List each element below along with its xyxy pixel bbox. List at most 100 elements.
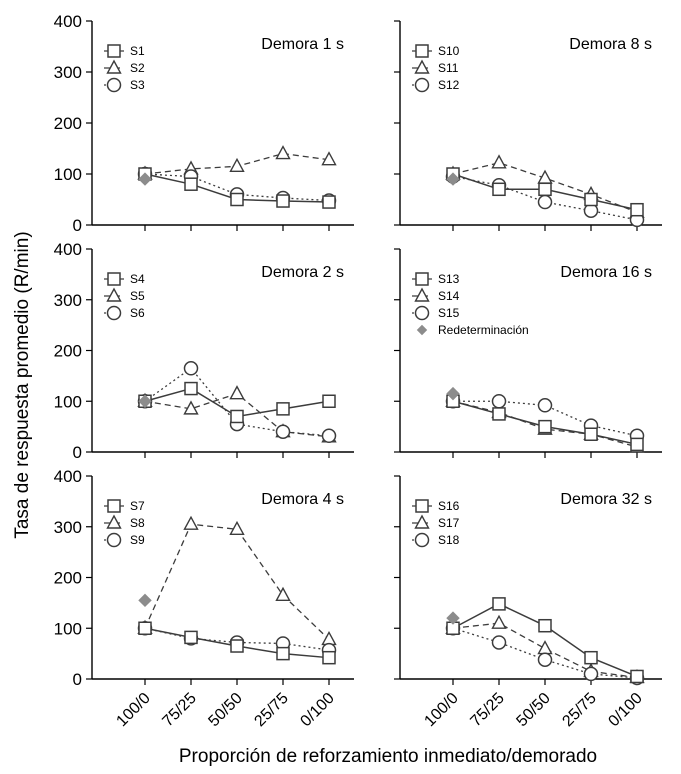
data-point-s10 (492, 182, 506, 197)
data-point-s4 (184, 381, 198, 396)
series-line-s14 (452, 400, 638, 448)
legend-marker (106, 305, 122, 321)
legend-label: S2 (130, 61, 145, 75)
data-point-s16 (584, 650, 598, 665)
legend-label: S15 (438, 306, 460, 320)
data-point-s4 (230, 409, 244, 424)
series-line-s9 (144, 627, 330, 651)
data-point-s7 (184, 630, 198, 645)
data-point-s15 (491, 394, 507, 409)
data-point-s12 (537, 194, 553, 210)
y-tick-label: 300 (54, 518, 82, 537)
legend-label: S7 (130, 499, 145, 513)
panel-4: Demora 16 s S13 S14 S15 Redeterminación (394, 248, 662, 458)
x-axis-title: Proporción de reforzamiento inmediato/de… (179, 746, 597, 767)
data-point-s1 (322, 195, 336, 209)
legend-marker (106, 287, 122, 302)
legend-label: S6 (130, 306, 145, 320)
series-line-s8 (144, 523, 330, 640)
data-point-s6 (275, 424, 291, 439)
x-tick-label: 100/0 (421, 690, 461, 730)
legend-marker (106, 77, 122, 93)
legend-marker (414, 532, 430, 548)
legend-marker (414, 305, 430, 321)
legend-marker (414, 77, 430, 93)
data-point-s2 (321, 151, 337, 166)
data-point-s11 (491, 154, 507, 169)
panel-title: Demora 8 s (569, 36, 652, 53)
legend-label: S10 (438, 44, 460, 58)
legend-marker (106, 514, 122, 529)
legend-marker (414, 514, 430, 529)
data-point-s8 (321, 630, 337, 646)
series-line-s6 (144, 367, 330, 437)
panel-5: 0 100 200 300 400 100/0 75/25 50/50 25/75 0/100 De… (54, 467, 354, 730)
legend-label: S4 (130, 272, 145, 286)
legend-label: S9 (130, 533, 145, 547)
y-tick-label: 0 (73, 216, 82, 235)
legend-label: S18 (438, 533, 460, 547)
data-point-s8 (275, 586, 291, 601)
y-tick-label: 400 (54, 12, 82, 31)
x-tick-label: 75/25 (467, 690, 507, 730)
legend-label: S16 (438, 499, 460, 513)
x-tick-label: 0/100 (605, 690, 645, 730)
redetermination-point (446, 386, 460, 401)
x-tick-label: 50/50 (513, 690, 553, 730)
y-tick-label: 400 (54, 240, 82, 259)
legend-label: S1 (130, 44, 145, 58)
y-tick-label: 300 (54, 291, 82, 310)
data-point-s2 (275, 145, 291, 160)
legend-label: S8 (130, 516, 145, 530)
legend-marker (414, 287, 430, 302)
legend-label: S12 (438, 78, 460, 92)
legend-marker (415, 44, 429, 58)
data-point-s13 (492, 407, 506, 421)
legend-redetermination-label: Redeterminación (438, 323, 529, 337)
legend-redetermination-marker (416, 324, 428, 336)
y-tick-label: 300 (54, 63, 82, 82)
data-point-s7 (230, 639, 244, 653)
data-point-s16 (538, 618, 552, 633)
redetermination-point (446, 172, 460, 186)
legend-marker (415, 272, 429, 286)
data-point-s17 (491, 614, 507, 629)
data-point-s7 (322, 650, 336, 665)
data-point-s15 (537, 398, 553, 413)
redetermination-point (138, 394, 152, 408)
data-point-s17 (537, 640, 553, 655)
series-line-s15 (453, 400, 638, 437)
legend-marker (414, 59, 430, 74)
legend-label: S17 (438, 516, 460, 530)
legend-label: S11 (438, 61, 459, 75)
x-tick-label: 50/50 (205, 690, 245, 730)
legend-marker (106, 59, 122, 74)
redetermination-point (138, 593, 152, 608)
data-point-s7 (138, 621, 152, 635)
y-tick-label: 100 (54, 619, 82, 638)
data-point-s18 (537, 652, 553, 667)
series-line-s18 (452, 627, 638, 679)
data-point-s8 (183, 515, 199, 530)
x-tick-label: 25/75 (559, 690, 599, 730)
panel-6: 100/0 75/25 50/50 25/75 0/100 Demora 32 s S16 S… (394, 475, 662, 730)
data-point-s13 (584, 427, 598, 441)
legend-label: S14 (438, 289, 460, 303)
legend-marker (107, 44, 121, 58)
data-point-s13 (538, 419, 552, 434)
y-axis-title: Tasa de respuesta promedio (R/min) (12, 231, 33, 538)
panels-group: 0 100 200 300 400 Demora 1 s S1 S2 S3 Demora 8 s S… (54, 12, 662, 730)
legend-label: S5 (130, 289, 145, 303)
panel-title: Demora 4 s (261, 491, 344, 508)
x-tick-label: 25/75 (251, 690, 291, 730)
data-point-s5 (183, 400, 199, 415)
data-point-s5 (229, 385, 245, 400)
data-point-s18 (491, 635, 507, 650)
legend-label: S13 (438, 272, 460, 286)
panel-2: Demora 8 s S10 S11 S12 (394, 20, 662, 231)
data-point-s10 (630, 202, 644, 217)
redetermination-point (446, 611, 460, 625)
data-point-s4 (276, 402, 290, 416)
redetermination-point (138, 172, 152, 186)
y-tick-label: 100 (54, 165, 82, 184)
